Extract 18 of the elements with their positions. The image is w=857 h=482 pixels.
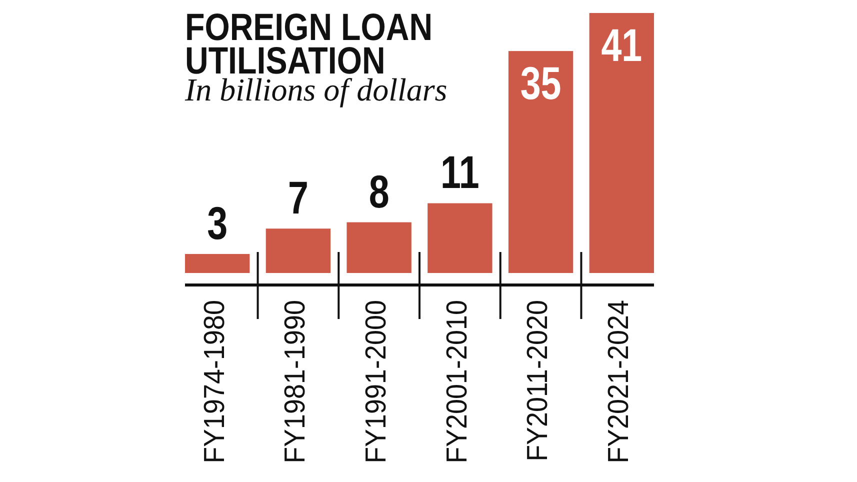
data-label: 41 [601,19,642,71]
data-label: 3 [207,197,228,249]
bar [589,13,654,273]
x-tick-label: FY1981-1990 [278,300,311,464]
x-tick-label: FY1974-1980 [198,300,230,464]
x-tick-label: FY1991-2000 [360,300,392,464]
bar [508,51,574,273]
data-label: 35 [520,57,562,109]
bar [185,254,250,273]
x-tick-label: FY2021-2024 [602,300,634,464]
data-label: 11 [440,146,480,198]
bar [428,203,492,273]
x-tick-label: FY2011-2020 [521,300,554,462]
x-tick-label: FY2001-2010 [440,300,473,464]
bar [266,228,331,273]
data-label: 8 [368,165,390,218]
bar [346,222,412,273]
data-label: 7 [288,172,308,224]
